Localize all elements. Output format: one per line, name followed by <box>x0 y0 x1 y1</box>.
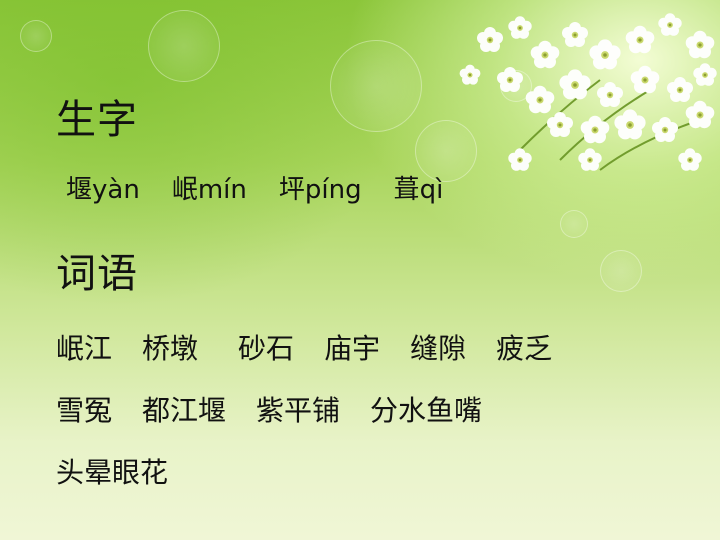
bokeh-circle <box>148 10 220 82</box>
vocab-word: 疲乏 <box>496 332 553 365</box>
bokeh-circle <box>415 120 477 182</box>
char-item: 岷mín <box>171 175 247 205</box>
section-title-vocabulary: 词语 <box>56 251 138 297</box>
new-characters-line: 堰yàn 岷mín 坪píng 葺qì <box>66 174 443 206</box>
vocab-word: 雪冤 <box>56 394 113 427</box>
vocab-word: 头晕眼花 <box>56 456 169 489</box>
bokeh-circle <box>560 210 588 238</box>
bokeh-circle <box>330 40 422 132</box>
vocab-word: 砂石 <box>238 332 295 365</box>
bokeh-circle <box>600 250 642 292</box>
vocab-word: 庙宇 <box>324 332 381 365</box>
vocab-row-3: 头晕眼花 <box>56 456 168 490</box>
vocab-word: 紫平铺 <box>256 394 341 427</box>
vocab-word: 都江堰 <box>142 394 227 427</box>
char-item: 堰yàn <box>66 175 140 205</box>
vocab-word: 缝隙 <box>410 332 467 365</box>
vocab-word: 分水鱼嘴 <box>370 394 483 427</box>
vocab-row-2: 雪冤 都江堰 紫平铺 分水鱼嘴 <box>56 394 482 428</box>
vocab-word: 桥墩 <box>142 332 199 365</box>
char-item: 葺qì <box>393 175 444 205</box>
section-title-new-characters: 生字 <box>56 97 138 143</box>
vocab-word: 岷江 <box>56 332 113 365</box>
bokeh-circle <box>20 20 52 52</box>
char-item: 坪píng <box>278 175 362 205</box>
vocab-row-1: 岷江 桥墩 砂石 庙宇 缝隙 疲乏 <box>56 332 552 366</box>
